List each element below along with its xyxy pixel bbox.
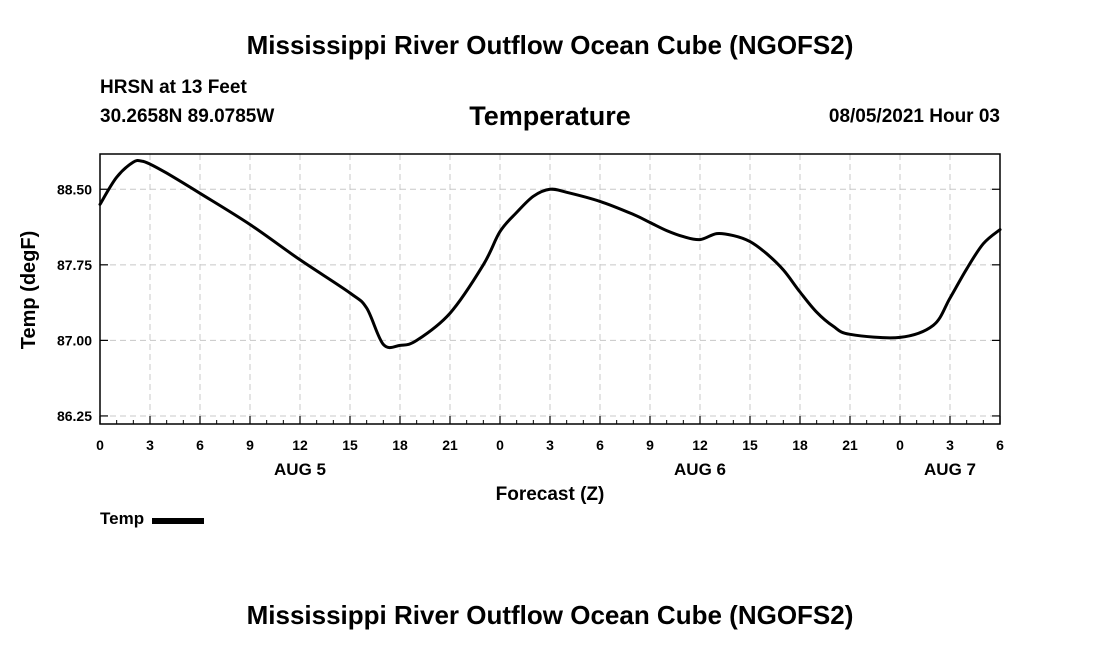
chart-variable-title: Temperature (469, 101, 631, 131)
legend-line-swatch (152, 517, 205, 524)
footer-title: Mississippi River Outflow Ocean Cube (NG… (246, 600, 854, 630)
x-axis-label: Forecast (Z) (496, 484, 605, 505)
x-tick-label: 9 (646, 437, 654, 453)
plot-frame (99, 153, 1001, 425)
date-label: AUG 5 (274, 460, 326, 479)
x-tick-label: 6 (596, 437, 604, 453)
x-tick-label: 12 (692, 437, 708, 453)
x-tick-label: 12 (292, 437, 308, 453)
y-tick-label: 87.00 (57, 332, 92, 348)
x-tick-label: 21 (442, 437, 458, 453)
x-tick-label: 21 (842, 437, 858, 453)
forecast-datetime: 08/05/2021 Hour 03 (828, 106, 1000, 127)
station-label: HRSN at 13 Feet (100, 77, 247, 98)
y-tick-label: 88.50 (57, 181, 92, 197)
date-label: AUG 6 (674, 460, 726, 479)
x-tick-label: 18 (792, 437, 808, 453)
y-tick-label: 87.75 (57, 257, 92, 273)
y-tick-label: 86.25 (57, 408, 92, 424)
coordinates-label: 30.2658N 89.0785W (100, 106, 275, 127)
legend-label: Temp (100, 509, 145, 528)
temp-series-line (98, 158, 1002, 350)
x-tick-label: 18 (392, 437, 408, 453)
legend: Temp (100, 509, 205, 529)
y-axis-label: Temp (degF) (18, 231, 40, 350)
x-tick-label: 3 (946, 437, 954, 453)
chart-main-title: Mississippi River Outflow Ocean Cube (NG… (246, 30, 854, 60)
x-tick-label: 6 (996, 437, 1004, 453)
x-tick-label: 6 (196, 437, 204, 453)
x-tick-label: 0 (896, 437, 904, 453)
x-tick-label: 0 (96, 437, 104, 453)
date-label: AUG 7 (924, 460, 976, 479)
x-tick-label: 3 (546, 437, 554, 453)
x-tick-label: 9 (246, 437, 254, 453)
x-tick-label: 0 (496, 437, 504, 453)
x-tick-label: 15 (342, 437, 358, 453)
x-tick-label: 3 (146, 437, 154, 453)
x-tick-label: 15 (742, 437, 758, 453)
